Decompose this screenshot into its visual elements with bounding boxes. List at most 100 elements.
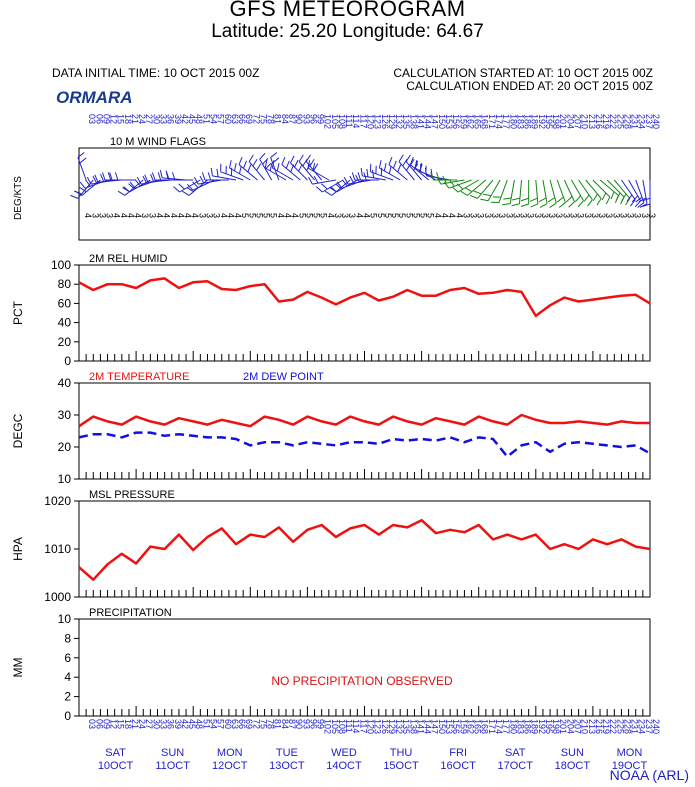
wind-speed-label: 5 — [426, 213, 436, 218]
y-tick-label-precip: 2 — [64, 690, 71, 704]
wind-barb-feather — [264, 160, 268, 169]
wind-time-tick-label: 117 — [358, 114, 368, 128]
wind-barb-staff — [379, 167, 401, 181]
y-tick-label-precip: 4 — [64, 670, 71, 684]
wind-speed-label: 4 — [276, 213, 286, 218]
wind-barb-feather — [210, 167, 213, 176]
bottom-time-tick-label: 90 — [294, 719, 304, 729]
wind-barb-feather — [187, 183, 194, 191]
wind-barb-feather — [182, 190, 190, 196]
pressure-series-line — [78, 518, 651, 581]
wind-barb-feather — [114, 172, 119, 181]
wind-barb-feather — [442, 175, 447, 184]
credit-label: NOAA (ARL) — [609, 767, 689, 783]
wind-barb-staff — [509, 179, 515, 204]
bottom-time-tick-label: 120 — [366, 719, 376, 734]
wind-barb-feather — [173, 186, 180, 193]
bottom-time-tick-label: 75 — [258, 719, 268, 729]
wind-speed-label: 4 — [119, 213, 129, 218]
bottom-time-tick-label: 135 — [401, 719, 411, 734]
y-tick-label-precip: 10 — [58, 612, 72, 626]
wind-speed-label: 5 — [383, 213, 393, 218]
bottom-time-tick-label: 126 — [380, 719, 390, 734]
y-tick-label-pressure: 1010 — [44, 542, 71, 556]
temperature-series-line — [78, 413, 650, 428]
wind-barb-feather — [259, 152, 266, 160]
bottom-time-tick-label: 96 — [308, 719, 318, 729]
bottom-time-tick-label: 39 — [173, 719, 183, 729]
wind-time-tick-label: 222 — [608, 114, 618, 129]
y-tick-label-humidity: 100 — [51, 258, 71, 272]
bottom-time-tick-label: 63 — [230, 719, 240, 729]
wind-time-tick-label: 204 — [565, 114, 575, 129]
wind-barb-feather — [343, 176, 349, 185]
bottom-time-tick-label: 165 — [473, 719, 483, 734]
wind-speed-label: 3 — [640, 213, 650, 218]
wind-barb-staff — [341, 179, 365, 189]
panel-frame-precip — [78, 618, 651, 717]
bottom-time-tick-label: 99 — [316, 719, 326, 729]
wind-time-tick-label: 144 — [423, 114, 433, 129]
wind-barb-feather — [247, 164, 252, 173]
wind-speed-label: 4 — [283, 213, 293, 218]
wind-barb-feather — [605, 196, 611, 205]
wind-time-tick-label: 87 — [287, 114, 297, 124]
bottom-time-tick-label: 57 — [216, 719, 226, 729]
wind-speed-label: 5 — [376, 213, 386, 218]
wind-speed-label: 3 — [568, 213, 578, 218]
wind-time-tick-label: 102 — [323, 114, 333, 129]
bottom-time-tick-label: 183 — [515, 719, 525, 734]
wind-barb-feather — [451, 186, 459, 193]
wind-barb-feather — [269, 162, 273, 171]
bottom-time-tick-label: 132 — [394, 719, 404, 734]
bottom-time-tick-label: 234 — [637, 719, 647, 734]
wind-time-tick-label: 96 — [308, 114, 318, 124]
bottom-time-tick-label: 192 — [537, 719, 547, 734]
no-precip-annotation: NO PRECIPITATION OBSERVED — [271, 674, 453, 688]
wind-barb-staff — [362, 175, 386, 181]
wind-speed-label: 3 — [105, 213, 115, 218]
bottom-time-tick-label: 105 — [330, 719, 340, 734]
day-of-week-label: THU — [390, 747, 413, 759]
wind-barb-feather — [336, 181, 343, 189]
wind-speed-label: 5 — [397, 213, 407, 218]
day-of-week-label: WED — [331, 747, 357, 759]
bottom-time-tick-label: 03 — [87, 719, 97, 729]
wind-barb-staff — [542, 179, 548, 204]
wind-barb-feather — [285, 160, 290, 169]
wind-time-tick-label: 186 — [523, 114, 533, 129]
wind-barb-feather — [342, 179, 348, 187]
wind-time-tick-label: 18 — [123, 114, 133, 124]
wind-barb-feather — [330, 186, 337, 193]
calculation-started: CALCULATION STARTED AT: 10 OCT 2015 00Z — [393, 66, 653, 80]
wind-speed-label: 4 — [190, 213, 200, 218]
wind-time-tick-label: 03 — [87, 114, 97, 124]
wind-barb-feather — [316, 186, 323, 193]
wind-speed-label: 3 — [611, 213, 621, 218]
day-date-label: 14OCT — [326, 760, 362, 772]
dewpoint-legend-label: 2M DEW POINT — [243, 371, 324, 383]
wind-barb-feather — [502, 203, 511, 206]
bottom-time-tick-label: 93 — [301, 719, 311, 729]
wind-time-tick-label: 138 — [408, 114, 418, 129]
bottom-time-tick-label: 231 — [630, 719, 640, 734]
wind-speed-label: 3 — [561, 213, 571, 218]
wind-barb-feather — [239, 165, 242, 174]
wind-barb-feather — [302, 158, 308, 167]
bottom-time-tick-label: 177 — [501, 719, 511, 734]
wind-barb-feather — [117, 190, 126, 196]
wind-barb-feather — [642, 203, 651, 207]
bottom-time-tick-label: 72 — [251, 719, 261, 729]
wind-barb-feather — [159, 170, 163, 179]
wind-barb-feather — [313, 175, 319, 184]
wind-time-tick-label: 12 — [109, 114, 119, 124]
wind-barb-staff — [270, 157, 280, 181]
wind-barb-feather — [313, 163, 319, 171]
wind-barb-staff — [592, 179, 611, 198]
wind-barb-feather — [234, 162, 237, 171]
bottom-time-tick-label: 204 — [565, 719, 575, 734]
bottom-time-tick-label: 21 — [130, 719, 140, 729]
wind-speed-label: 4 — [162, 213, 172, 218]
wind-time-tick-label: 171 — [487, 114, 497, 129]
wind-barb-feather — [483, 193, 492, 197]
